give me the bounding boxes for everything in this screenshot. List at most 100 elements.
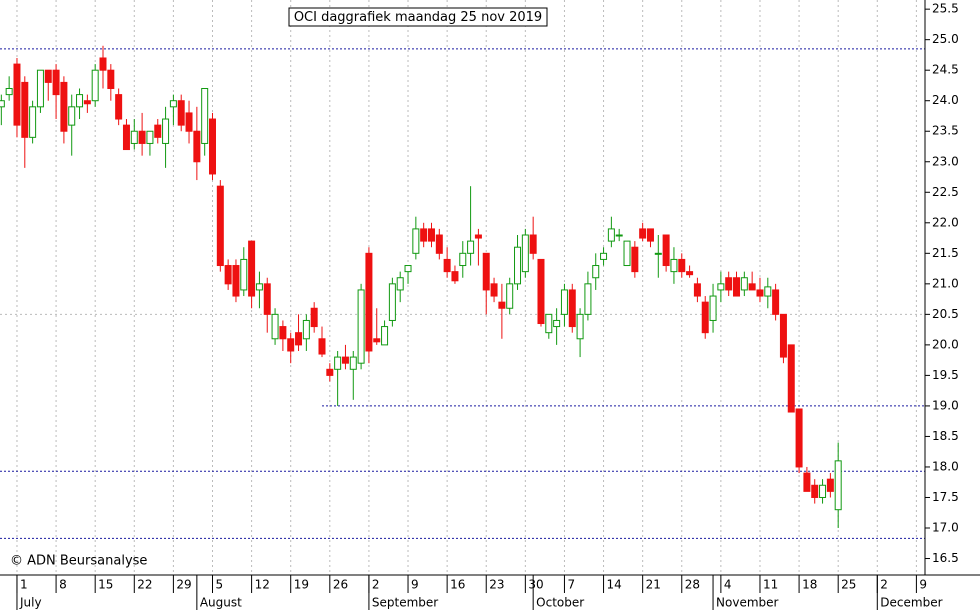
- candle-body: [271, 313, 279, 340]
- candle-body: [310, 307, 318, 328]
- candle-body: [208, 118, 216, 175]
- candle-body: [545, 313, 553, 334]
- candle-body: [240, 258, 248, 291]
- candle-body: [216, 185, 224, 267]
- x-tick-label: 30: [528, 578, 543, 592]
- candle-body: [639, 228, 647, 239]
- y-tick-label: 19.5: [932, 368, 959, 382]
- candle-body: [146, 130, 154, 144]
- candle-body: [568, 289, 576, 328]
- candle-body: [498, 301, 506, 309]
- candle-body: [795, 408, 803, 468]
- candle-body: [263, 283, 271, 315]
- x-tick-label: 12: [255, 578, 270, 592]
- candle-body: [52, 69, 60, 96]
- candle-body: [553, 319, 561, 328]
- candle-body: [255, 283, 263, 291]
- x-tick-label: 4: [724, 578, 732, 592]
- x-tick-label: 22: [137, 578, 152, 592]
- candle-body: [779, 313, 787, 358]
- candle-body: [21, 81, 29, 138]
- x-tick-label: 2: [880, 578, 888, 592]
- y-tick-label: 25.5: [932, 2, 959, 16]
- y-tick-label: 21.0: [932, 276, 959, 290]
- x-tick-label: 9: [411, 578, 419, 592]
- y-tick-label: 25.0: [932, 32, 959, 46]
- candle-body: [107, 69, 115, 90]
- chart-title: OCI daggrafiek maandag 25 nov 2019: [294, 10, 542, 25]
- candle-body: [302, 319, 310, 340]
- candle-body: [787, 344, 795, 413]
- month-label: November: [716, 596, 778, 610]
- candle-body: [717, 283, 725, 291]
- candle-body: [169, 100, 177, 108]
- x-tick-label: 25: [841, 578, 856, 592]
- candle-body: [381, 326, 389, 346]
- x-tick-label: 9: [919, 578, 927, 592]
- x-tick-label: 18: [802, 578, 817, 592]
- candle-body: [514, 246, 522, 285]
- candle-body: [623, 240, 631, 267]
- candle-body: [279, 326, 287, 340]
- x-tick-label: 19: [294, 578, 309, 592]
- candle-body: [459, 252, 467, 267]
- candle-body: [185, 112, 193, 132]
- candle-body: [83, 100, 91, 105]
- candle-body: [506, 283, 514, 309]
- candle-body: [162, 118, 170, 144]
- y-tick-label: 18.5: [932, 429, 959, 443]
- y-tick-label: 19.0: [932, 398, 959, 412]
- candle-body: [725, 277, 733, 291]
- candle-body: [756, 289, 764, 297]
- candle-body: [130, 130, 138, 144]
- candle-body: [474, 234, 482, 239]
- candle-body: [232, 265, 240, 297]
- candle-body: [99, 57, 107, 71]
- y-tick-label: 24.5: [932, 63, 959, 77]
- candle-body: [521, 234, 529, 273]
- candle-body: [693, 283, 701, 297]
- candle-body: [326, 368, 334, 376]
- month-label: December: [880, 596, 942, 610]
- y-tick-label: 20.0: [932, 337, 959, 351]
- candle-body: [318, 338, 326, 355]
- candle-body: [811, 484, 819, 498]
- candle-body: [834, 460, 842, 511]
- candle-body: [365, 252, 373, 352]
- candle-body: [193, 130, 201, 163]
- candle-body: [764, 286, 772, 297]
- candle-body: [334, 356, 342, 370]
- x-tick-label: 23: [489, 578, 504, 592]
- candle-body: [490, 283, 498, 297]
- candle-body: [138, 130, 146, 144]
- candle-body: [600, 252, 608, 260]
- candle-body: [201, 88, 209, 144]
- candle-body: [404, 265, 412, 273]
- candle-body: [482, 252, 490, 291]
- y-tick-label: 18.0: [932, 459, 959, 473]
- x-tick-label: 26: [333, 578, 348, 592]
- x-tick-label: 16: [450, 578, 465, 592]
- candle-body: [5, 88, 13, 96]
- y-tick-label: 20.5: [932, 307, 959, 321]
- candle-body: [740, 277, 748, 291]
- candle-body: [803, 472, 811, 492]
- candle-body: [373, 338, 381, 343]
- candle-body: [709, 295, 717, 321]
- y-tick-label: 21.5: [932, 246, 959, 260]
- candle-body: [295, 332, 303, 346]
- candle-body: [412, 228, 420, 254]
- y-tick-label: 22.0: [932, 215, 959, 229]
- candle-body: [772, 289, 780, 315]
- candle-body: [443, 258, 451, 273]
- x-tick-label: 29: [176, 578, 191, 592]
- candle-body: [451, 271, 459, 282]
- candle-body: [154, 124, 162, 138]
- candle-body: [748, 283, 756, 291]
- candle-body: [592, 265, 600, 279]
- candle-body: [420, 228, 428, 242]
- candle-body: [13, 63, 21, 126]
- x-tick-label: 8: [59, 578, 67, 592]
